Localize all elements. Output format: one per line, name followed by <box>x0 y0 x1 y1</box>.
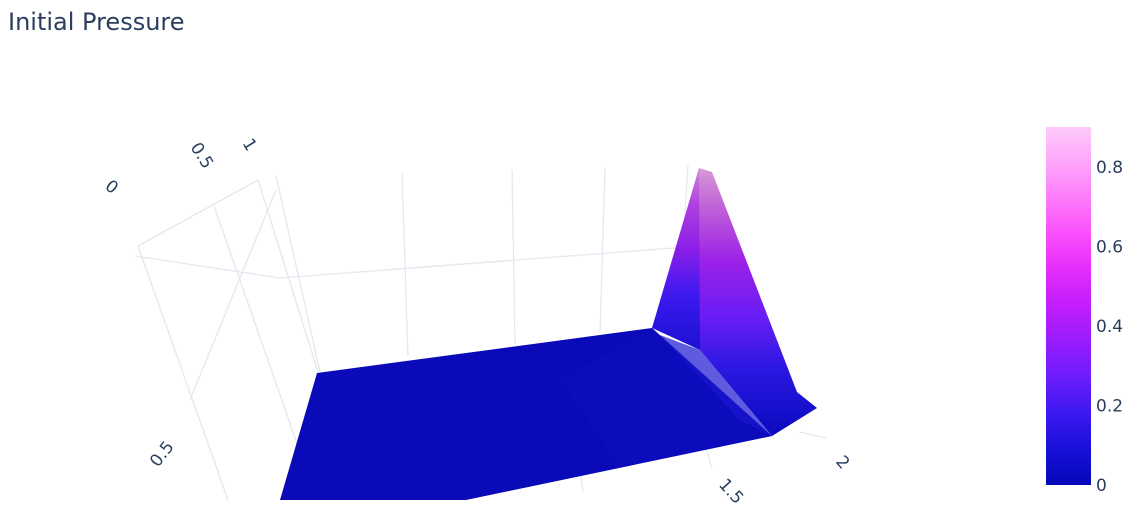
surface-ridge-base <box>660 335 772 436</box>
colorbar-tick-label: 0.4 <box>1096 317 1123 337</box>
tick-label: 2 <box>831 452 853 473</box>
colorbar-ticks: 0 0.2 0.4 0.6 0.8 <box>1096 158 1123 496</box>
colorbar-gradient <box>1046 127 1091 485</box>
colorbar-tick-label: 0.6 <box>1096 237 1123 257</box>
tick-label: 1.5 <box>714 475 747 508</box>
colorbar: 0 0.2 0.4 0.6 0.8 <box>1046 127 1123 496</box>
tick-label: 0 <box>101 176 122 198</box>
chart-title: Initial Pressure <box>8 8 185 36</box>
surface-ridge-front <box>699 168 817 436</box>
tick-label: 0.5 <box>186 139 217 173</box>
surface-flat-shade <box>560 328 772 466</box>
colorbar-tick-label: 0.2 <box>1096 396 1123 416</box>
tick-label: 1 <box>238 135 261 155</box>
surface-plot[interactable] <box>280 168 817 500</box>
tick-label: 0.5 <box>146 437 178 471</box>
grid-lines <box>134 164 827 501</box>
colorbar-tick-label: 0.8 <box>1096 158 1123 178</box>
colorbar-tick-label: 0 <box>1096 476 1107 496</box>
